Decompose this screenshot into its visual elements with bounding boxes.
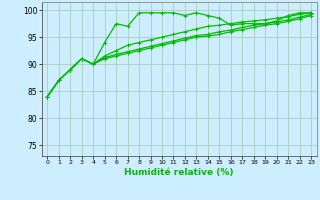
X-axis label: Humidité relative (%): Humidité relative (%) — [124, 168, 234, 177]
